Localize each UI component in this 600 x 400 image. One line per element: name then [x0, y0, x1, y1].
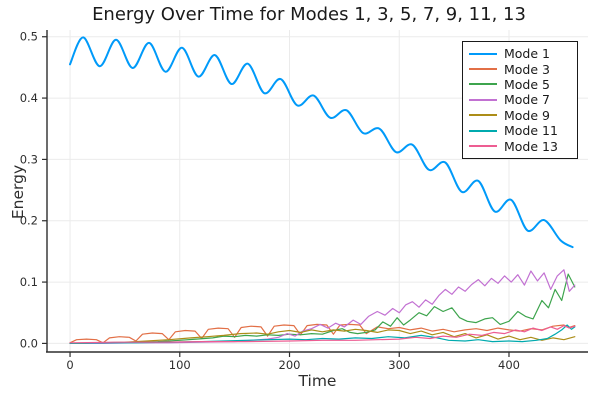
legend-line-swatch	[469, 52, 497, 55]
y-tick-label: 0.5	[20, 30, 38, 44]
series-line-mode-13	[69, 325, 576, 344]
y-tick-label: 0.1	[20, 275, 38, 289]
y-axis-label: Energy	[9, 164, 27, 220]
legend-item-label: Mode 1	[504, 46, 550, 62]
legend-item: Mode 7	[469, 92, 573, 107]
legend-item-label: Mode 9	[504, 107, 550, 123]
x-tick-label: 300	[388, 358, 410, 372]
legend-item-label: Mode 7	[504, 92, 550, 108]
legend-item: Mode 1	[469, 46, 573, 61]
chart-title: Energy Over Time for Modes 1, 3, 5, 7, 9…	[92, 4, 526, 25]
series-line-mode-11	[69, 324, 576, 344]
x-tick-label: 400	[498, 358, 520, 372]
legend-item: Mode 11	[469, 123, 573, 138]
legend-line-swatch	[469, 114, 497, 117]
legend: Mode 1 Mode 3 Mode 5 Mode 7 Mode 9 Mode …	[462, 41, 578, 159]
series-line-mode-7	[69, 269, 576, 344]
legend-line-swatch	[469, 68, 497, 71]
legend-line-swatch	[469, 83, 497, 86]
y-tick-label: 0.3	[20, 152, 38, 166]
legend-item: Mode 9	[469, 108, 573, 123]
legend-item-label: Mode 5	[504, 76, 550, 92]
x-tick-label: 0	[66, 358, 73, 372]
series-line-mode-5	[69, 273, 576, 344]
legend-item: Mode 3	[469, 61, 573, 77]
legend-line-swatch	[469, 145, 497, 148]
legend-item: Mode 13	[469, 138, 573, 154]
y-tick-label: 0.4	[20, 91, 38, 105]
y-tick-label: 0.2	[20, 214, 38, 228]
legend-item: Mode 5	[469, 77, 573, 92]
series-line-mode-1	[69, 36, 574, 249]
legend-item-label: Mode 13	[504, 138, 558, 154]
legend-line-swatch	[469, 129, 497, 132]
legend-item-label: Mode 11	[504, 123, 558, 139]
x-tick-label: 100	[169, 358, 191, 372]
y-tick-label: 0.0	[20, 336, 38, 350]
x-tick-label: 200	[279, 358, 301, 372]
legend-line-swatch	[469, 98, 497, 101]
legend-item-label: Mode 3	[504, 61, 550, 77]
x-axis-label: Time	[298, 372, 337, 390]
series-line-mode-9	[69, 328, 576, 344]
